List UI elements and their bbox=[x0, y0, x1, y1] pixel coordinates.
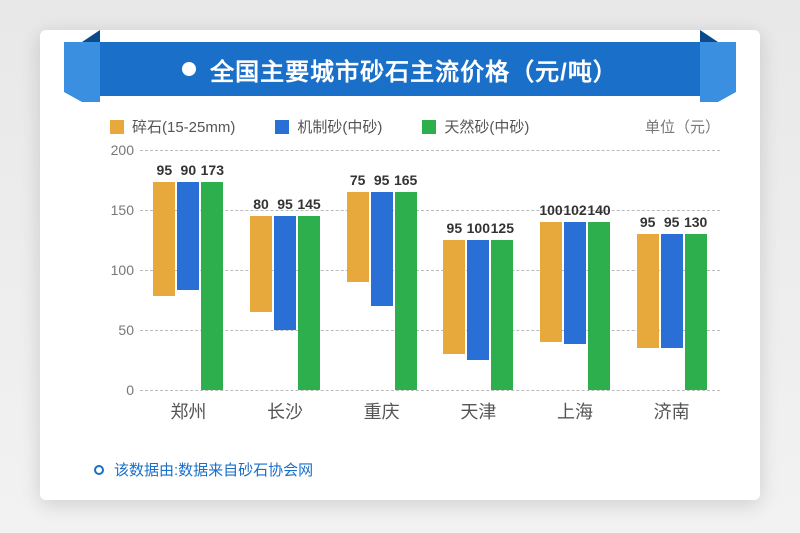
chart-card: 全国主要城市砂石主流价格（元/吨） 碎石(15-25mm) 机制砂(中砂) 天然砂(… bbox=[40, 30, 760, 500]
legend-item: 机制砂(中砂) bbox=[275, 116, 382, 137]
bar: 95 bbox=[637, 234, 659, 348]
title-bullet-icon bbox=[182, 62, 196, 76]
bar-value-label: 140 bbox=[587, 202, 610, 218]
bar-value-label: 145 bbox=[297, 196, 320, 212]
bar-group: 8095145 bbox=[246, 216, 324, 390]
bar-value-label: 125 bbox=[491, 220, 514, 236]
x-tick-label: 上海 bbox=[536, 398, 614, 424]
bar: 95 bbox=[153, 182, 175, 296]
bar: 90 bbox=[177, 182, 199, 290]
bar-value-label: 95 bbox=[447, 220, 463, 236]
legend-item: 碎石(15-25mm) bbox=[110, 116, 235, 137]
bar-value-label: 75 bbox=[350, 172, 366, 188]
source-row: 该数据由:数据来自砂石协会网 bbox=[94, 459, 313, 480]
bar-value-label: 173 bbox=[201, 162, 224, 178]
x-tick-label: 重庆 bbox=[343, 398, 421, 424]
bar-value-label: 100 bbox=[467, 220, 490, 236]
bar-value-label: 90 bbox=[181, 162, 197, 178]
bar: 102 bbox=[564, 222, 586, 344]
legend-label: 天然砂(中砂) bbox=[444, 116, 529, 137]
bar: 145 bbox=[298, 216, 320, 390]
bar-value-label: 165 bbox=[394, 172, 417, 188]
legend: 碎石(15-25mm) 机制砂(中砂) 天然砂(中砂) 单位（元） bbox=[110, 116, 720, 137]
gridline bbox=[140, 150, 720, 151]
bar: 140 bbox=[588, 222, 610, 390]
bar-value-label: 95 bbox=[374, 172, 390, 188]
x-tick-label: 天津 bbox=[439, 398, 517, 424]
legend-swatch-icon bbox=[422, 120, 436, 134]
bar-value-label: 95 bbox=[664, 214, 680, 230]
chart-area: 0501001502009590173809514575951659510012… bbox=[100, 150, 720, 430]
x-tick-label: 长沙 bbox=[246, 398, 324, 424]
legend-item: 天然砂(中砂) bbox=[422, 116, 529, 137]
bar-value-label: 95 bbox=[157, 162, 173, 178]
y-tick-label: 0 bbox=[100, 382, 134, 398]
y-tick-label: 200 bbox=[100, 142, 134, 158]
ribbon-left bbox=[64, 42, 100, 92]
x-tick-label: 郑州 bbox=[149, 398, 227, 424]
source-text: 该数据由:数据来自砂石协会网 bbox=[114, 459, 313, 480]
bar-value-label: 130 bbox=[684, 214, 707, 230]
bar-group: 9590173 bbox=[149, 182, 227, 390]
title-banner: 全国主要城市砂石主流价格（元/吨） bbox=[100, 42, 700, 96]
bar: 173 bbox=[201, 182, 223, 390]
unit-label: 单位（元） bbox=[645, 116, 720, 137]
bar: 130 bbox=[685, 234, 707, 390]
ribbon-right bbox=[700, 42, 736, 92]
y-tick-label: 100 bbox=[100, 262, 134, 278]
bar-value-label: 80 bbox=[253, 196, 269, 212]
x-tick-label: 济南 bbox=[633, 398, 711, 424]
bar: 100 bbox=[467, 240, 489, 360]
bar: 100 bbox=[540, 222, 562, 342]
y-tick-label: 50 bbox=[100, 322, 134, 338]
plot-region: 0501001502009590173809514575951659510012… bbox=[140, 150, 720, 390]
bar-value-label: 95 bbox=[640, 214, 656, 230]
bar: 95 bbox=[371, 192, 393, 306]
chart-title: 全国主要城市砂石主流价格（元/吨） bbox=[210, 52, 618, 87]
bar: 95 bbox=[661, 234, 683, 348]
legend-swatch-icon bbox=[110, 120, 124, 134]
bar-group: 9595130 bbox=[633, 234, 711, 390]
y-tick-label: 150 bbox=[100, 202, 134, 218]
bar: 125 bbox=[491, 240, 513, 390]
bar-value-label: 102 bbox=[563, 202, 586, 218]
source-bullet-icon bbox=[94, 465, 104, 475]
bar-group: 7595165 bbox=[343, 192, 421, 390]
bar-value-label: 100 bbox=[539, 202, 562, 218]
bar: 165 bbox=[395, 192, 417, 390]
legend-swatch-icon bbox=[275, 120, 289, 134]
gridline bbox=[140, 390, 720, 391]
bar: 95 bbox=[443, 240, 465, 354]
bar-group: 100102140 bbox=[536, 222, 614, 390]
legend-label: 机制砂(中砂) bbox=[297, 116, 382, 137]
bar-group: 95100125 bbox=[439, 240, 517, 390]
bar-value-label: 95 bbox=[277, 196, 293, 212]
bar: 75 bbox=[347, 192, 369, 282]
bar: 80 bbox=[250, 216, 272, 312]
legend-label: 碎石(15-25mm) bbox=[132, 116, 235, 137]
bar: 95 bbox=[274, 216, 296, 330]
